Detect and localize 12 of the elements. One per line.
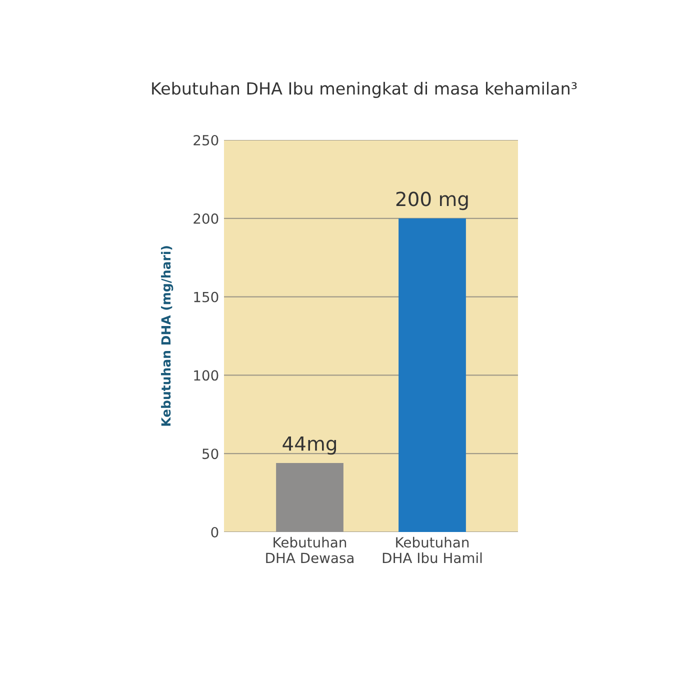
y-axis-title: Kebutuhan DHA (mg/hari) — [160, 246, 174, 426]
chart-title: Kebutuhan DHA Ibu meningkat di masa kehamilan³ — [152, 82, 577, 98]
data-label: 200 mg — [396, 192, 468, 210]
x-tick-label: Kebutuhan DHA Dewasa — [266, 536, 354, 564]
data-label: 44mg — [282, 436, 336, 455]
y-tick-label: 100 — [194, 370, 218, 381]
y-tick-label: 50 — [202, 448, 218, 460]
y-tick-label: 250 — [194, 134, 218, 146]
x-tick-label: Kebutuhan DHA Ibu Hamil — [382, 536, 482, 564]
y-tick-label: 0 — [211, 526, 218, 538]
y-tick-label: 150 — [194, 292, 218, 302]
y-tick-label: 200 — [194, 213, 218, 224]
